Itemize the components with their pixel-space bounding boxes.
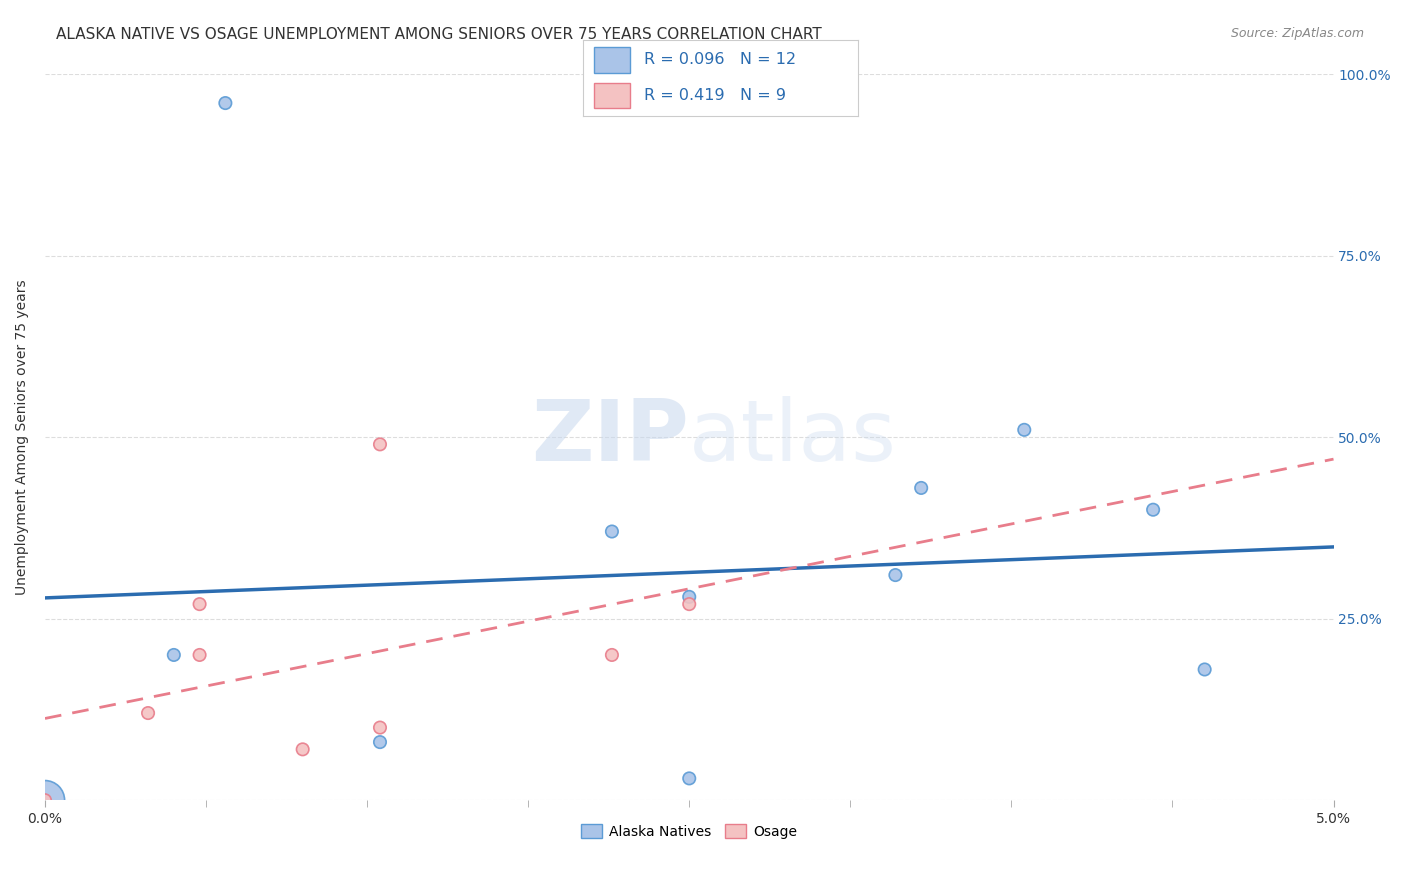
Point — [34, 793, 56, 807]
Point — [1142, 502, 1164, 516]
Legend: Alaska Natives, Osage: Alaska Natives, Osage — [576, 818, 803, 844]
Point — [884, 568, 907, 582]
Point — [600, 524, 623, 539]
Text: ALASKA NATIVE VS OSAGE UNEMPLOYMENT AMONG SENIORS OVER 75 YEARS CORRELATION CHAR: ALASKA NATIVE VS OSAGE UNEMPLOYMENT AMON… — [56, 27, 823, 42]
Text: ZIP: ZIP — [531, 396, 689, 479]
Point — [1194, 663, 1216, 677]
Point — [368, 735, 391, 749]
Point — [214, 96, 236, 111]
FancyBboxPatch shape — [595, 83, 630, 109]
Point — [600, 648, 623, 662]
Point — [678, 590, 700, 604]
Text: atlas: atlas — [689, 396, 897, 479]
Point — [368, 721, 391, 735]
Point — [291, 742, 314, 756]
Point — [678, 597, 700, 611]
Text: R = 0.419   N = 9: R = 0.419 N = 9 — [644, 88, 786, 103]
Point — [188, 648, 211, 662]
Point — [1012, 423, 1035, 437]
Text: R = 0.096   N = 12: R = 0.096 N = 12 — [644, 53, 796, 68]
Point — [136, 706, 159, 720]
Point — [910, 481, 932, 495]
Text: Source: ZipAtlas.com: Source: ZipAtlas.com — [1230, 27, 1364, 40]
FancyBboxPatch shape — [595, 47, 630, 73]
Y-axis label: Unemployment Among Seniors over 75 years: Unemployment Among Seniors over 75 years — [15, 279, 30, 595]
Point — [163, 648, 186, 662]
Point — [188, 597, 211, 611]
Point — [678, 772, 700, 786]
Point — [368, 437, 391, 451]
Point — [34, 793, 56, 807]
